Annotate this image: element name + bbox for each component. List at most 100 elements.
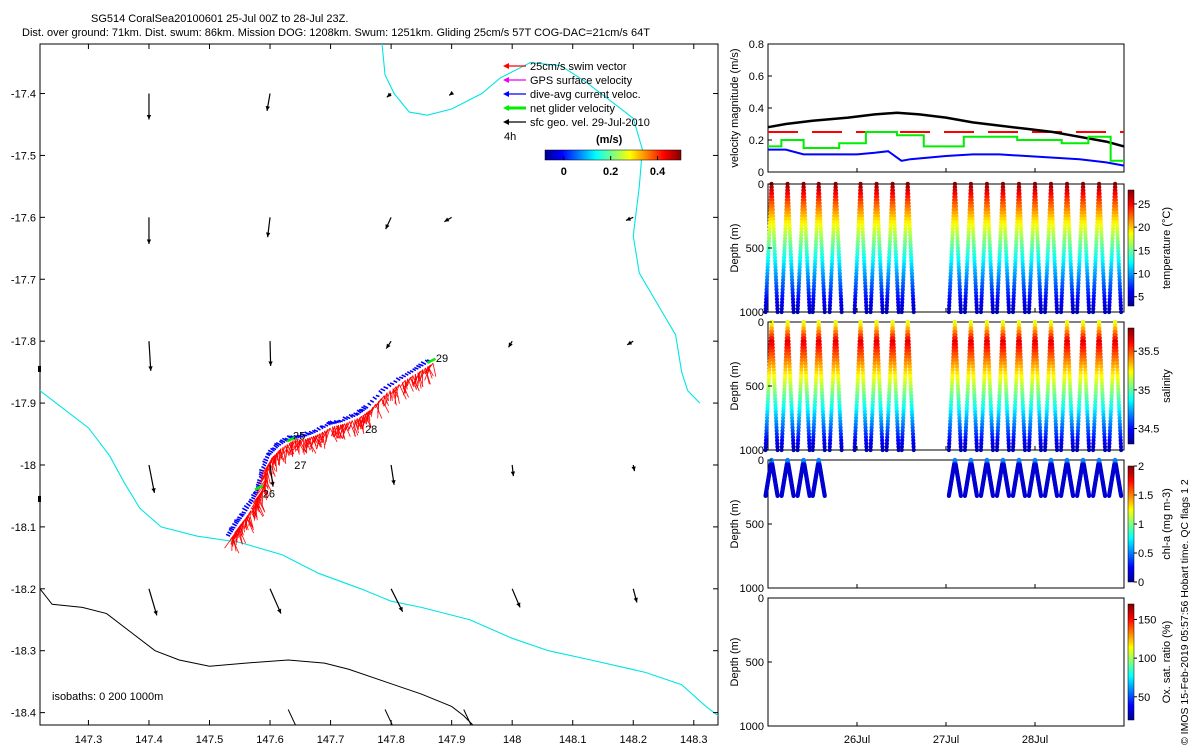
salinity-point	[783, 355, 789, 360]
temperature-point	[814, 217, 820, 222]
temperature-point	[1046, 236, 1051, 241]
velocity-series	[768, 148, 1125, 167]
temperature-point	[875, 197, 880, 203]
salinity-point	[774, 422, 779, 427]
temperature-point	[822, 303, 827, 308]
temperature-point	[884, 303, 890, 308]
temperature-point	[827, 306, 832, 311]
current-vector	[393, 380, 398, 384]
temperature-point	[973, 284, 978, 289]
temperature-point	[799, 226, 804, 231]
temperature-point	[780, 287, 785, 292]
temperature-point	[1068, 258, 1073, 263]
temperature-point	[1102, 309, 1108, 315]
temperature-point	[1117, 268, 1122, 273]
legend-symbol-head	[503, 119, 509, 125]
temperature-point	[1046, 242, 1051, 247]
temperature-point	[834, 201, 839, 206]
temperature-point	[1050, 223, 1056, 228]
temperature-point	[909, 258, 914, 263]
temperature-point	[995, 300, 1000, 305]
swim-vector	[374, 395, 385, 409]
temperature-point	[1061, 249, 1066, 254]
temperature-point	[863, 281, 868, 286]
temperature-point	[805, 261, 810, 267]
temperature-point	[1046, 226, 1052, 231]
temperature-point	[972, 255, 977, 260]
temperature-point	[820, 274, 826, 279]
temperature-point	[982, 223, 988, 228]
current-vector	[353, 412, 359, 417]
swim-vector	[352, 418, 358, 430]
current-vector	[233, 520, 239, 525]
salinity-point	[773, 415, 779, 421]
temperature-point	[1030, 223, 1036, 228]
temperature-point	[818, 217, 823, 222]
temperature-point	[997, 249, 1002, 254]
salinity-point	[1010, 447, 1016, 453]
temperature-point	[1028, 284, 1033, 289]
salinity-point	[764, 435, 769, 440]
temperature-point	[906, 204, 911, 209]
temperature-point	[779, 303, 784, 308]
temperature-point	[1109, 258, 1114, 263]
temperature-point	[1114, 223, 1120, 228]
swim-vector	[334, 423, 343, 437]
temperature-point	[1113, 194, 1118, 199]
swim-vector	[375, 398, 382, 407]
temperature-point	[880, 309, 885, 315]
temperature-point	[891, 210, 897, 215]
temperature-point	[1110, 245, 1115, 251]
temperature-point	[1069, 287, 1075, 292]
temperature-point	[829, 277, 834, 283]
temperature-point	[967, 213, 972, 219]
temperature-point	[1021, 281, 1026, 286]
swim-vector	[381, 392, 388, 405]
temperature-point	[906, 201, 911, 206]
temperature-point	[948, 277, 953, 283]
temperature-point	[1006, 293, 1011, 299]
title-line-2: Dist. over ground: 71km. Dist. swum: 86k…	[22, 27, 650, 39]
temperature-point	[902, 245, 907, 251]
temperature-point	[1102, 293, 1107, 299]
current-vector	[358, 408, 364, 413]
temperature-point	[909, 274, 915, 279]
temperature-point	[1017, 201, 1022, 206]
temperature-point	[812, 261, 818, 267]
temperature-point	[1065, 188, 1070, 193]
temperature-point	[864, 309, 869, 315]
current-vector	[279, 439, 286, 444]
temperature-point	[893, 236, 898, 241]
temperature-point	[790, 290, 795, 295]
temperature-point	[948, 271, 953, 276]
temperature-point	[1067, 242, 1072, 247]
salinity-point	[763, 444, 768, 449]
temperature-point	[980, 277, 985, 283]
temperature-point	[1061, 245, 1067, 251]
salinity-point	[1042, 447, 1048, 453]
temperature-point	[899, 303, 905, 308]
temperature-point	[1003, 233, 1008, 238]
current-vector	[302, 433, 308, 437]
temperature-point	[1010, 309, 1016, 315]
temperature-point	[1037, 271, 1042, 276]
temperature-point	[880, 306, 885, 311]
salinity-point	[772, 390, 777, 395]
temperature-point	[953, 197, 958, 203]
salinity-point	[766, 393, 771, 398]
temperature-point	[1093, 249, 1099, 254]
temperature-point	[817, 194, 822, 199]
temperature-point	[801, 191, 807, 196]
temperature-point	[888, 226, 893, 231]
temperature-point	[855, 252, 860, 257]
temperature-point	[910, 287, 915, 292]
swim-vector	[277, 448, 282, 465]
temperature-point	[903, 233, 908, 238]
geo-arrow	[444, 216, 452, 223]
temperature-point	[790, 297, 796, 302]
temperature-point	[1097, 188, 1102, 193]
temperature-point	[835, 233, 841, 238]
temperature-point	[834, 204, 839, 209]
temperature-point	[769, 191, 775, 196]
temperature-point	[854, 258, 860, 263]
